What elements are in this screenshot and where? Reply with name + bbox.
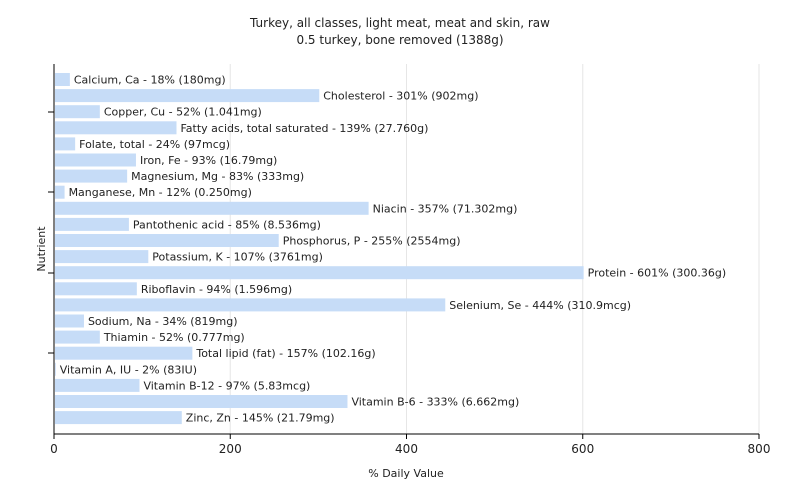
x-tick-label: 800 <box>748 442 771 456</box>
bar <box>55 250 149 264</box>
x-tick-label: 200 <box>219 442 242 456</box>
bar-label: Potassium, K - 107% (3761mg) <box>152 251 323 264</box>
bar <box>55 169 128 183</box>
bar <box>55 330 100 344</box>
bar-label: Vitamin A, IU - 2% (83IU) <box>60 363 197 376</box>
bar-label: Vitamin B-12 - 97% (5.83mcg) <box>143 379 310 392</box>
bar-label: Manganese, Mn - 12% (0.250mg) <box>69 186 252 199</box>
x-tick-label: 600 <box>571 442 594 456</box>
bar <box>55 137 76 151</box>
x-ticks: 0 200 400 600 800 <box>50 434 770 456</box>
bar <box>55 378 140 392</box>
grid <box>229 64 760 434</box>
bars: Calcium, Ca - 18% (180mg) Cholesterol - 3… <box>55 73 726 425</box>
bar-label: Vitamin B-6 - 333% (6.662mg) <box>351 396 519 409</box>
bar <box>55 282 137 296</box>
bar <box>55 153 136 167</box>
bar <box>55 234 279 247</box>
bar <box>55 314 84 328</box>
bar-label: Magnesium, Mg - 83% (333mg) <box>131 170 304 183</box>
bar-label: Total lipid (fat) - 157% (102.16g) <box>195 347 375 360</box>
bar-label: Phosphorus, P - 255% (2554mg) <box>283 235 461 248</box>
bar <box>55 217 129 231</box>
bar <box>55 298 446 312</box>
bar <box>55 411 182 425</box>
x-tick-label: 400 <box>395 442 418 456</box>
bar-label: Riboflavin - 94% (1.596mg) <box>141 283 292 296</box>
bar-label: Selenium, Se - 444% (310.9mcg) <box>449 299 631 312</box>
bar-label: Cholesterol - 301% (902mg) <box>323 90 478 103</box>
bar <box>55 73 70 86</box>
bar-label: Protein - 601% (300.36g) <box>588 267 727 280</box>
bar <box>55 395 348 408</box>
bar-label: Calcium, Ca - 18% (180mg) <box>74 74 226 87</box>
bar-label: Pantothenic acid - 85% (8.536mg) <box>133 218 321 231</box>
x-axis-title: % Daily Value <box>368 467 444 480</box>
bar-label: Zinc, Zn - 145% (21.79mg) <box>186 412 335 425</box>
y-axis-title: Nutrient <box>35 226 48 272</box>
bar <box>55 121 177 135</box>
x-tick-label: 0 <box>50 442 58 456</box>
chart-title: Turkey, all classes, light meat, meat an… <box>249 16 550 30</box>
bar <box>55 89 320 103</box>
bar <box>55 362 56 376</box>
bar <box>55 105 100 119</box>
chart-subtitle: 0.5 turkey, bone removed (1388g) <box>296 33 503 47</box>
bar-label: Folate, total - 24% (97mcg) <box>79 138 230 151</box>
bar-label: Niacin - 357% (71.302mg) <box>373 202 518 215</box>
bar <box>55 185 65 199</box>
bar-label: Thiamin - 52% (0.777mg) <box>103 331 245 344</box>
bar-label: Fatty acids, total saturated - 139% (27.… <box>180 122 428 135</box>
bar <box>55 266 584 280</box>
bar <box>55 201 369 215</box>
bar-label: Copper, Cu - 52% (1.041mg) <box>104 106 262 119</box>
bar-label: Sodium, Na - 34% (819mg) <box>88 315 238 328</box>
bar <box>55 346 193 360</box>
bar-label: Iron, Fe - 93% (16.79mg) <box>140 154 277 167</box>
